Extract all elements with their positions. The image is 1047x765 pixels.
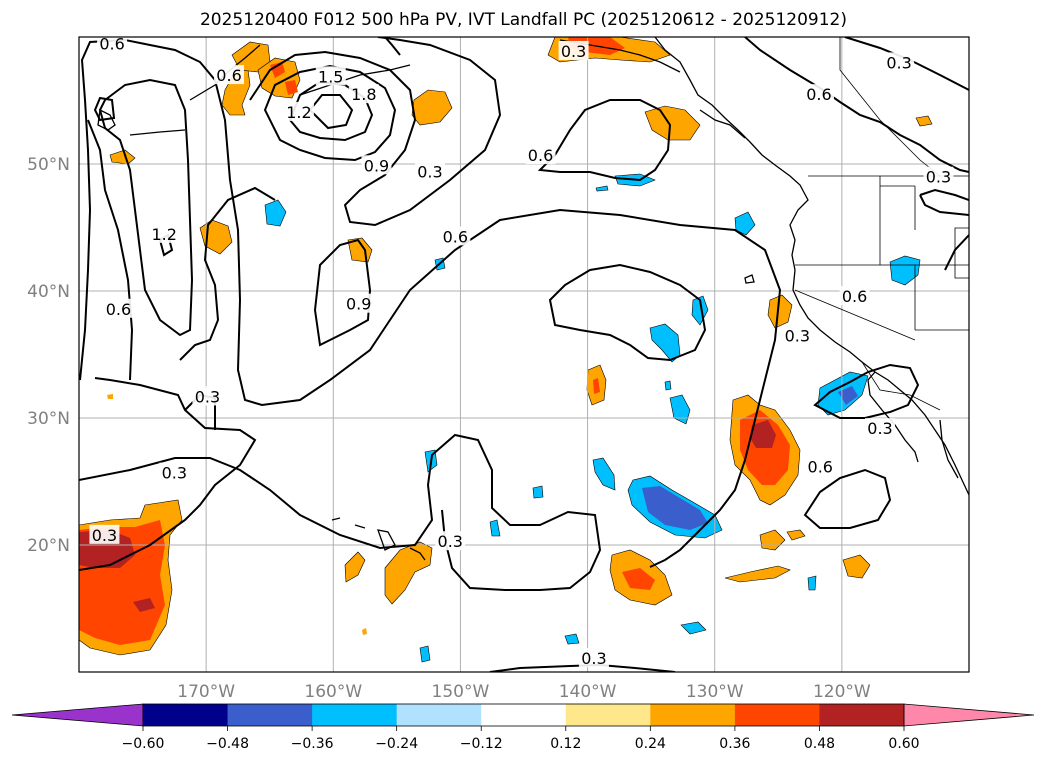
contour-label-bg	[89, 524, 120, 544]
lat-tick-label: 20°N	[27, 536, 70, 556]
contour-label-bg	[283, 101, 314, 121]
contour-label: 0.3	[195, 387, 220, 406]
contour-label-bg	[440, 226, 471, 246]
longitude-tick-labels: 170°W 160°W 150°W 140°W 130°W 120°W	[177, 682, 871, 702]
contour-label-bg	[884, 52, 915, 72]
contour-label: 0.9	[364, 156, 389, 175]
contour-label-bg	[192, 386, 223, 406]
map-frame	[78, 36, 970, 673]
colorbar-tick-label: −0.60	[122, 736, 165, 752]
lon-tick-label: 120°W	[813, 682, 871, 702]
colorbar-tick-label: 0.24	[635, 736, 666, 752]
colorbar-tick-label: −0.36	[291, 736, 334, 752]
contour-label-bg	[97, 37, 128, 53]
contour-label: 0.3	[417, 163, 442, 182]
contour-label-bg	[361, 155, 392, 175]
contour-label: 0.6	[808, 457, 833, 476]
contour-label-bg	[348, 84, 379, 104]
contour-label-bg	[214, 65, 245, 85]
contour-label: 0.6	[216, 66, 241, 85]
contour-label-bg	[159, 462, 190, 482]
contour-label-bg	[923, 166, 954, 186]
contour-label-bg	[435, 531, 466, 551]
lon-tick-label: 160°W	[304, 682, 362, 702]
contour-label: 0.3	[162, 464, 187, 483]
contour-label-bg	[103, 298, 134, 318]
lat-tick-label: 40°N	[27, 282, 70, 302]
contour-label-bg	[803, 84, 834, 104]
contour-label-bg	[558, 40, 589, 60]
lon-tick-label: 150°W	[432, 682, 490, 702]
contour-label: 0.6	[842, 287, 867, 306]
contour-label: 0.3	[92, 526, 117, 545]
contour-label: 0.3	[886, 53, 911, 72]
contour-label-bg	[578, 648, 609, 668]
colorbar-tick-label: 0.12	[550, 736, 581, 752]
contour-label: 0.6	[806, 85, 831, 104]
positive-anomaly-shading	[79, 37, 933, 656]
latitude-tick-labels: 20°N 30°N 40°N 50°N	[27, 155, 70, 556]
colorbar-segment	[227, 704, 313, 726]
contour-label: 0.6	[528, 146, 553, 165]
coastlines	[97, 37, 969, 561]
contour-label: 0.3	[785, 326, 810, 345]
lon-tick-label: 130°W	[686, 682, 744, 702]
colorbar-frame	[142, 703, 905, 727]
pv-contours	[79, 37, 969, 672]
colorbar-segment	[734, 704, 820, 726]
lon-tick-label: 140°W	[559, 682, 617, 702]
lon-tick-label: 170°W	[177, 682, 235, 702]
contour-label: 0.3	[867, 419, 892, 438]
colorbar-tick-label: −0.48	[206, 736, 249, 752]
colorbar-extend-max	[903, 703, 1035, 727]
graticule	[79, 37, 969, 672]
colorbar-tick-label: 0.48	[804, 736, 835, 752]
chart-title: 2025120400 F012 500 hPa PV, IVT Landfall…	[199, 10, 847, 30]
contour-label: 0.6	[106, 300, 131, 319]
negative-anomaly-shading	[264, 173, 921, 663]
colorbar-tick-label: −0.12	[460, 736, 503, 752]
contour-label-bg	[149, 223, 180, 243]
contour-label: 0.6	[99, 34, 124, 53]
colorbar-tick-label: −0.24	[375, 736, 418, 752]
colorbar-tick-label: 0.36	[719, 736, 750, 752]
political-borders	[794, 37, 969, 411]
colorbar-tick-label: 0.60	[888, 736, 919, 752]
map-area: 0.3 0.3 0.3 0.3 0.3 0.3 0.3 0.3 0.3 0.3 0.3 0.6 0.6 0…	[79, 34, 969, 672]
contour-labels: 0.3 0.3 0.3 0.3 0.3 0.3 0.3 0.3 0.3 0.3 0.3 0.6 0.6 0…	[89, 34, 954, 668]
contour-label: 0.3	[561, 42, 586, 61]
colorbar-segment	[819, 704, 905, 726]
colorbar-segment	[312, 704, 398, 726]
colorbar-extend-min	[11, 703, 144, 727]
contour-label: 0.6	[443, 227, 468, 246]
contour-label: 1.2	[286, 103, 311, 122]
contour-label: 0.9	[346, 295, 371, 314]
contour-label-bg	[525, 145, 556, 165]
colorbar-segment	[396, 704, 482, 726]
contour-label-bg	[839, 286, 870, 306]
contour-label: 1.8	[351, 85, 376, 104]
contour-label: 0.3	[581, 649, 606, 668]
colorbar-segment	[481, 704, 567, 726]
lat-tick-label: 50°N	[27, 155, 70, 175]
contour-label-bg	[343, 293, 374, 313]
colorbar: −0.60 −0.48 −0.36 −0.24 −0.12 0.12 0.24 0.36 0.4…	[11, 703, 1035, 752]
contour-label: 0.3	[438, 532, 463, 551]
contour-label-bg	[865, 418, 895, 438]
colorbar-segment	[650, 704, 736, 726]
contour-label: 0.3	[926, 168, 951, 187]
contour-label-bg	[805, 456, 836, 476]
contour-label-bg	[315, 66, 346, 86]
contour-label: 1.5	[318, 67, 343, 86]
contour-label-bg	[414, 161, 445, 181]
colorbar-segment	[143, 704, 229, 726]
contour-label-bg	[782, 325, 813, 345]
contour-label: 1.2	[151, 225, 176, 244]
lat-tick-label: 30°N	[27, 409, 70, 429]
colorbar-segment	[565, 704, 651, 726]
